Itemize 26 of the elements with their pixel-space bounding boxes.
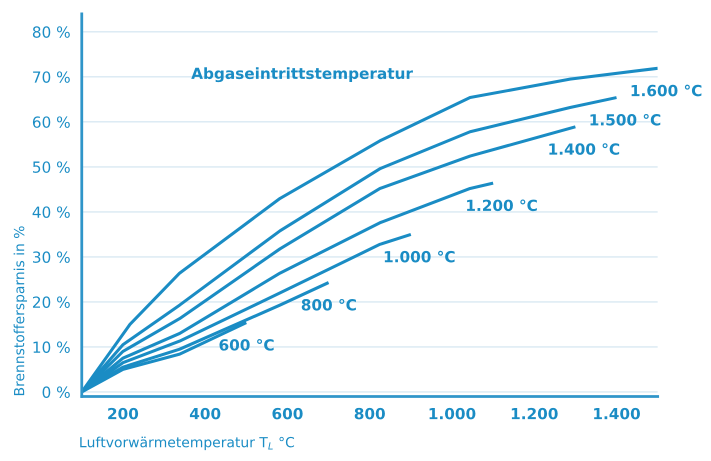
y-tick-label: 30 % xyxy=(33,251,70,263)
x-tick-label: 1.000 xyxy=(430,408,476,420)
y-tick-label: 70 % xyxy=(33,71,70,83)
series-label: 600 °C xyxy=(219,339,274,351)
series-label: 1.400 °C xyxy=(549,143,620,155)
series-label: 800 °C xyxy=(302,298,356,311)
series-label: 1.000 °C xyxy=(384,250,455,262)
x-tick-label: 400 xyxy=(190,408,220,420)
x-axis-title: Luftvorwärmetemperatur T$_{L}$ °C xyxy=(80,436,294,450)
x-tick-label: 1.200 xyxy=(512,408,558,420)
y-tick-label: 20 % xyxy=(32,296,70,308)
y-tick-label: 80 % xyxy=(32,26,70,38)
y-axis-title: Brennstoffersparnis in % xyxy=(14,226,28,396)
series-label: 1.500 °C xyxy=(590,114,660,126)
y-tick-label: 10 % xyxy=(34,341,70,353)
x-tick-label: 1.400 xyxy=(594,408,640,420)
series-label: 1.200 °C xyxy=(467,199,537,212)
annotation: Abgaseintrittstemperatur xyxy=(191,67,413,82)
y-tick-label: 50 % xyxy=(33,161,70,173)
series-label: 1.600 °C xyxy=(632,84,702,96)
y-tick-label: 60 % xyxy=(32,116,70,128)
y-tick-label: 0 % xyxy=(42,386,70,398)
x-tick-label: 600 xyxy=(272,408,303,420)
x-tick-label: 200 xyxy=(108,408,138,420)
y-tick-label: 40 % xyxy=(32,206,70,218)
x-tick-label: 800 xyxy=(354,408,385,420)
